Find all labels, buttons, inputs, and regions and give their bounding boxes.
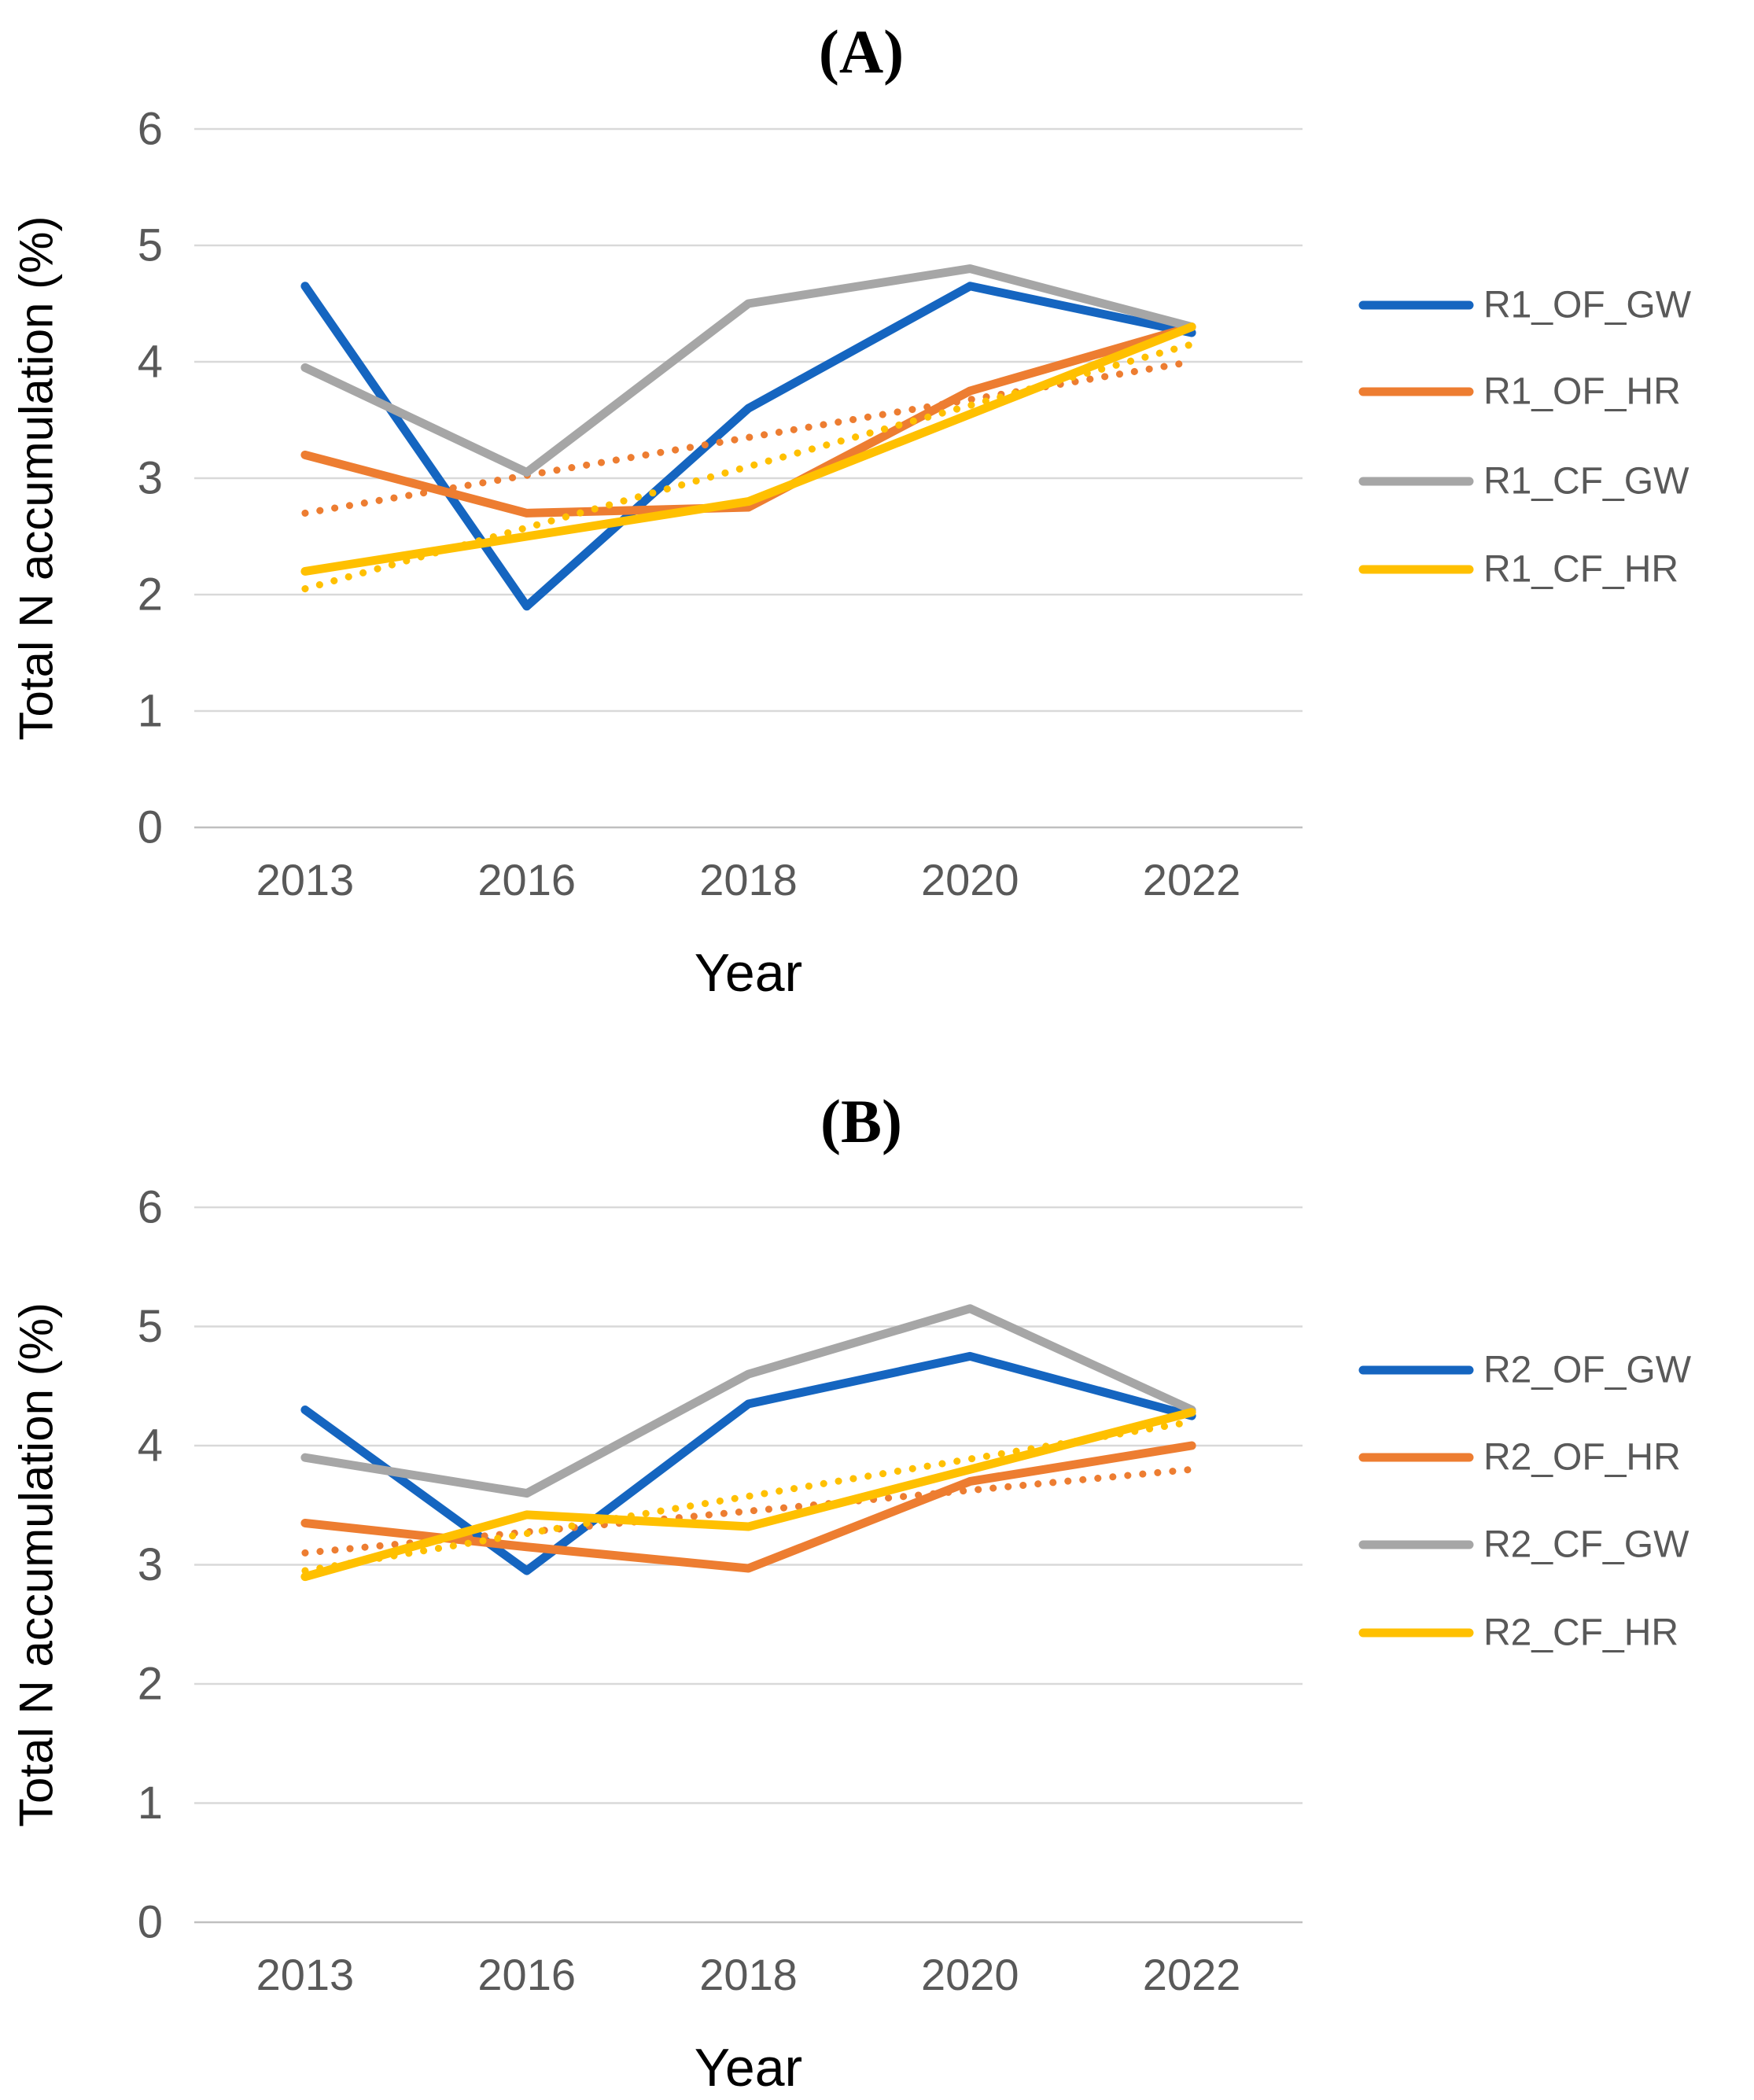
y-tick-label-6: 6: [138, 104, 163, 155]
y-axis-title: Total N accumulation (%): [10, 1302, 63, 1827]
x-tick-label-2013: 2013: [256, 1950, 355, 1999]
y-tick-label-5: 5: [138, 1301, 163, 1352]
series-line-R2_CF_GW: [300, 1304, 1196, 1498]
series-line-R2_OF_GW: [300, 1351, 1196, 1575]
x-tick-label-2016: 2016: [477, 1950, 576, 1999]
y-tick-label-3: 3: [138, 453, 163, 504]
trendline-R2_CF_HR: [301, 1418, 1196, 1575]
panel-title-B: (B): [820, 1087, 902, 1155]
x-tick-label-2016: 2016: [477, 855, 576, 904]
x-tick-label-2018: 2018: [699, 1950, 798, 1999]
y-tick-label-4: 4: [138, 1420, 163, 1472]
series-line-R1_OF_GW: [300, 282, 1196, 611]
x-tick-label-2013: 2013: [256, 855, 355, 904]
series-line-R1_CF_GW: [300, 264, 1196, 477]
y-axis-title: Total N accumulation (%): [10, 216, 63, 741]
series-line-R1_OF_HR: [300, 322, 1196, 518]
x-axis-title: Year: [695, 943, 802, 1003]
series-line-R2_CF_HR: [300, 1408, 1196, 1582]
x-axis-title: Year: [695, 2038, 802, 2098]
panel-title-A: (A): [819, 17, 904, 86]
legend-label-R1_CF_GW: R1_CF_GW: [1483, 461, 1690, 503]
y-tick-label-1: 1: [138, 1778, 163, 1829]
y-tick-label-0: 0: [138, 1897, 163, 1948]
panel-B: 0 1 2 3 4 5 6 2013 2016 2018 2020 2022 Year Total N a…: [10, 1087, 1692, 2098]
y-tick-label-6: 6: [138, 1182, 163, 1233]
y-tick-label-4: 4: [138, 337, 163, 388]
trendline-R1_CF_HR: [301, 341, 1196, 593]
legend-label-R2_OF_GW: R2_OF_GW: [1483, 1350, 1692, 1391]
y-tick-label-2: 2: [138, 569, 163, 621]
y-tick-label-2: 2: [138, 1659, 163, 1710]
y-tick-label-3: 3: [138, 1539, 163, 1590]
legend-label-R1_OF_GW: R1_OF_GW: [1483, 285, 1692, 326]
y-tick-label-0: 0: [138, 802, 163, 853]
y-tick-label-5: 5: [138, 220, 163, 271]
legend-label-R2_OF_HR: R2_OF_HR: [1483, 1437, 1681, 1479]
x-tick-label-2022: 2022: [1143, 1950, 1241, 1999]
panel-A: 0 1 2 3 4 5 6 2013 2016 2018 2020 2022 Year Total N a…: [10, 17, 1692, 1003]
y-tick-label-1: 1: [138, 686, 163, 737]
x-tick-label-2020: 2020: [921, 855, 1019, 904]
legend-label-R1_CF_HR: R1_CF_HR: [1483, 549, 1678, 591]
x-tick-label-2022: 2022: [1143, 855, 1241, 904]
x-tick-label-2018: 2018: [699, 855, 798, 904]
legend-label-R2_CF_HR: R2_CF_HR: [1483, 1612, 1678, 1654]
x-tick-label-2020: 2020: [921, 1950, 1019, 1999]
legend-label-R2_CF_GW: R2_CF_GW: [1483, 1524, 1690, 1566]
legend-label-R1_OF_HR: R1_OF_HR: [1483, 371, 1681, 413]
